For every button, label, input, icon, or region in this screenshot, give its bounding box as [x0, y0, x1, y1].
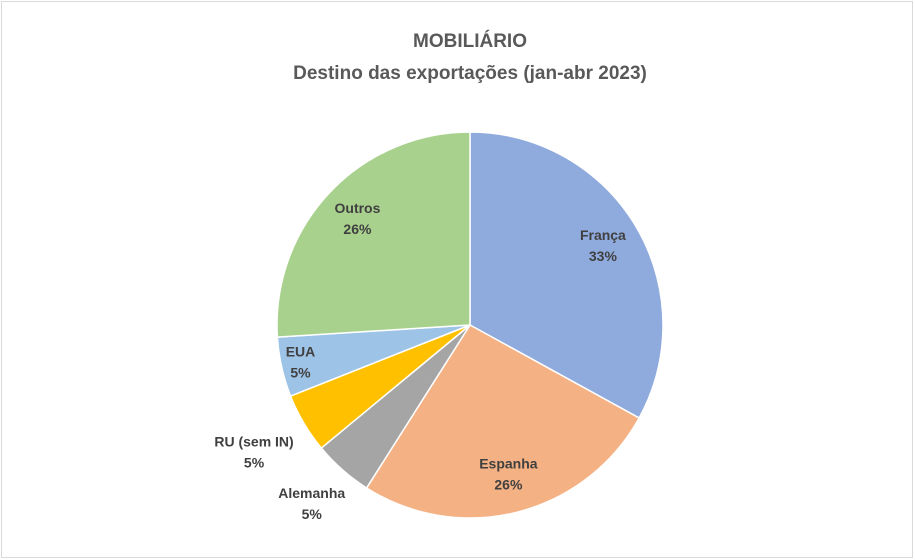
pie-slice: [276, 131, 471, 338]
slice-value: 26%: [494, 476, 523, 492]
pie-slice: [365, 324, 641, 519]
slice-name: EUA: [286, 344, 316, 360]
slice-value: 26%: [343, 221, 372, 237]
slice-name: Alemanha: [278, 485, 345, 501]
pie-slice: [469, 131, 664, 419]
chart-subtitle: Destino das exportações (jan-abr 2023): [293, 63, 647, 84]
slice-name: França: [580, 227, 626, 243]
chart-title: MOBILIÁRIO: [413, 30, 527, 52]
slice-name: RU (sem IN): [214, 433, 293, 449]
slice-name: Outros: [335, 200, 381, 216]
slice-value: 5%: [302, 506, 323, 522]
slice-value: 33%: [589, 248, 618, 264]
slice-value: 5%: [290, 365, 311, 381]
slice-name: Espanha: [479, 455, 538, 471]
slice-value: 5%: [244, 454, 265, 470]
